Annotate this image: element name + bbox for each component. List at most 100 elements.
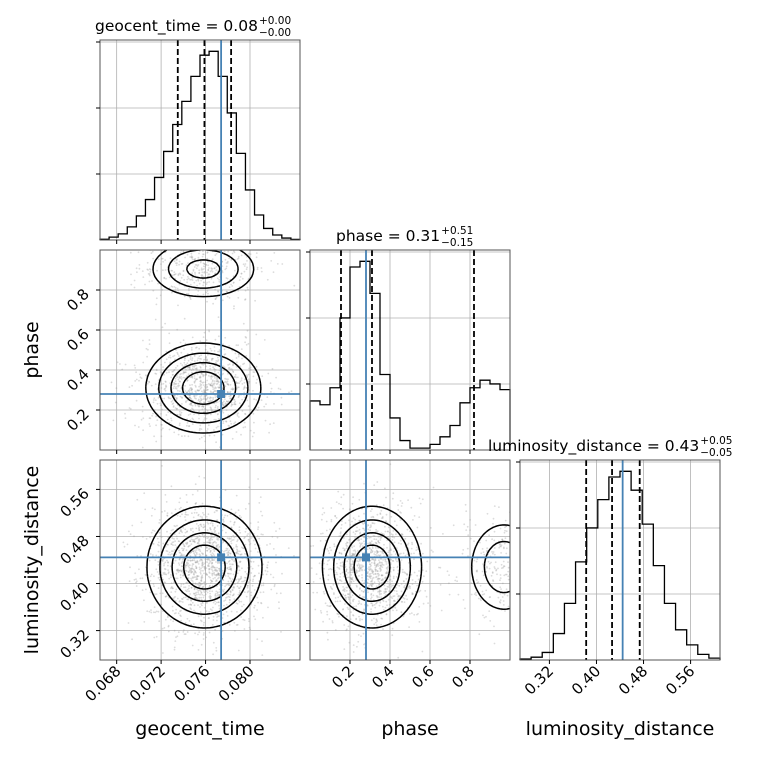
scatter-point bbox=[467, 534, 470, 537]
scatter-point bbox=[404, 537, 407, 540]
scatter-point bbox=[395, 558, 397, 561]
scatter-point bbox=[231, 285, 234, 287]
scatter-point bbox=[499, 601, 502, 604]
ytick-label-phase: 0.8 bbox=[63, 285, 93, 315]
scatter-point bbox=[181, 558, 184, 561]
scatter-point bbox=[206, 252, 209, 254]
scatter-point bbox=[346, 560, 349, 563]
scatter-point bbox=[194, 541, 196, 544]
scatter-point bbox=[232, 559, 234, 561]
scatter-point bbox=[376, 563, 379, 565]
scatter-point bbox=[191, 423, 194, 425]
scatter-point bbox=[227, 373, 229, 375]
scatter-point bbox=[247, 252, 250, 255]
scatter-point bbox=[178, 390, 181, 392]
scatter-point bbox=[241, 605, 243, 608]
scatter-point bbox=[336, 612, 339, 615]
scatter-point bbox=[203, 477, 206, 479]
scatter-point bbox=[263, 405, 266, 408]
contour-level-1 bbox=[159, 519, 250, 615]
scatter-point bbox=[255, 365, 258, 368]
scatter-point bbox=[190, 256, 193, 259]
scatter-point bbox=[224, 353, 227, 355]
scatter-point bbox=[179, 415, 181, 417]
scatter-point bbox=[190, 571, 193, 574]
scatter-point bbox=[395, 524, 398, 527]
scatter-point bbox=[413, 571, 416, 574]
scatter-point bbox=[250, 591, 253, 594]
scatter-point bbox=[290, 390, 293, 393]
scatter-point bbox=[400, 559, 403, 561]
scatter-point bbox=[199, 340, 202, 342]
scatter-point bbox=[236, 548, 238, 551]
scatter-point bbox=[173, 549, 176, 551]
scatter-point bbox=[512, 610, 514, 612]
scatter-point bbox=[390, 585, 393, 588]
scatter-point bbox=[237, 412, 240, 414]
scatter-point bbox=[245, 557, 248, 560]
scatter-point bbox=[346, 615, 348, 618]
scatter-point bbox=[372, 515, 374, 518]
title-luminosity-distance: luminosity_distance = 0.43+0.05 −0.05 bbox=[488, 435, 732, 459]
scatter-point bbox=[232, 573, 235, 576]
scatter-point bbox=[204, 567, 207, 570]
scatter-point bbox=[149, 553, 152, 555]
scatter-point bbox=[342, 608, 344, 611]
scatter-point bbox=[230, 580, 233, 583]
scatter-point bbox=[206, 602, 208, 604]
scatter-point bbox=[406, 544, 409, 546]
scatter-point bbox=[214, 595, 217, 597]
scatter-point bbox=[179, 341, 182, 344]
scatter-point bbox=[490, 574, 493, 577]
scatter-point bbox=[179, 614, 182, 617]
scatter-point bbox=[199, 571, 202, 574]
scatter-point bbox=[271, 368, 274, 370]
scatter-point bbox=[211, 559, 213, 562]
scatter-point bbox=[407, 562, 410, 564]
scatter-point bbox=[198, 347, 201, 350]
scatter-point bbox=[213, 528, 216, 531]
scatter-point bbox=[152, 529, 154, 532]
scatter-point bbox=[205, 554, 208, 557]
scatter-point bbox=[229, 520, 232, 523]
scatter-point bbox=[135, 578, 137, 581]
scatter-point bbox=[186, 559, 189, 562]
scatter-point bbox=[528, 499, 530, 501]
scatter-point bbox=[122, 541, 125, 544]
scatter-point bbox=[195, 576, 198, 579]
scatter-point bbox=[343, 549, 346, 552]
scatter-point bbox=[184, 516, 186, 518]
scatter-point bbox=[499, 579, 501, 581]
scatter-point bbox=[330, 518, 333, 521]
scatter-point bbox=[200, 279, 203, 282]
scatter-point bbox=[481, 570, 484, 573]
scatter-point bbox=[228, 363, 231, 366]
scatter-point bbox=[228, 366, 231, 369]
scatter-point bbox=[371, 571, 374, 574]
scatter-point bbox=[258, 353, 261, 355]
scatter-point bbox=[171, 374, 174, 376]
scatter-point bbox=[213, 531, 216, 533]
scatter-point bbox=[258, 502, 261, 504]
scatter-point bbox=[228, 257, 231, 260]
scatter-point bbox=[151, 414, 154, 417]
scatter-point bbox=[200, 244, 202, 246]
scatter-point bbox=[177, 274, 180, 277]
scatter-point bbox=[382, 628, 384, 630]
scatter-point bbox=[205, 389, 208, 391]
scatter-point bbox=[253, 589, 256, 591]
scatter-point bbox=[281, 263, 284, 265]
scatter-point bbox=[395, 590, 398, 593]
scatter-point bbox=[218, 568, 221, 570]
scatter-point bbox=[226, 566, 229, 569]
scatter-point bbox=[173, 538, 175, 540]
scatter-point bbox=[206, 290, 209, 292]
scatter-point bbox=[217, 572, 220, 575]
scatter-point bbox=[358, 588, 361, 590]
scatter-point bbox=[501, 539, 504, 542]
scatter-point bbox=[185, 581, 188, 584]
scatter-point bbox=[232, 370, 235, 373]
scatter-point bbox=[377, 662, 379, 664]
scatter-point bbox=[144, 573, 147, 576]
scatter-point bbox=[288, 391, 290, 394]
